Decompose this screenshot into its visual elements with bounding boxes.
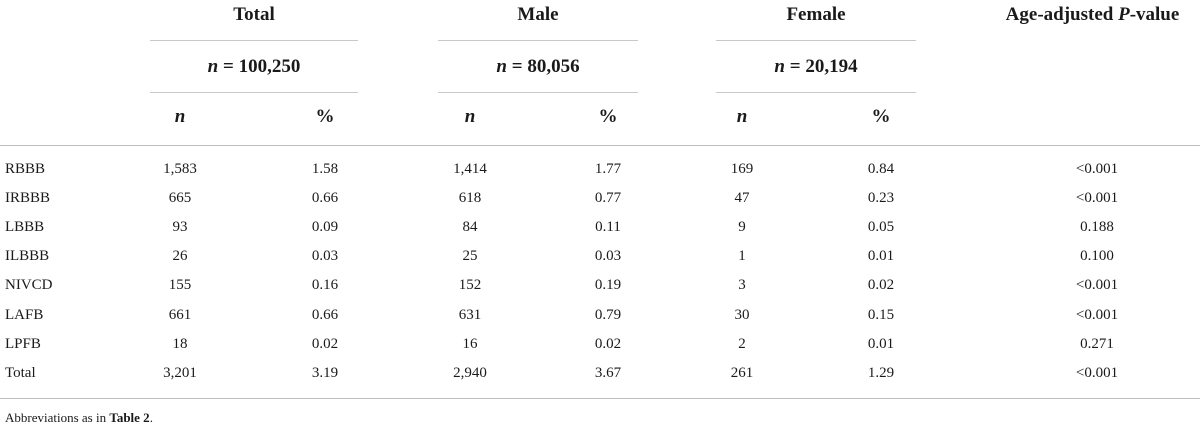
rule-total-mid <box>150 92 358 93</box>
table-cell: 0.16 <box>311 277 339 294</box>
table-cell: 0.01 <box>867 248 895 265</box>
table-cell: 0.05 <box>867 219 895 236</box>
pvalue-cell: <0.001 <box>1075 161 1119 177</box>
subheader-female-n: n <box>736 106 748 127</box>
row-label: LPFB <box>5 335 41 352</box>
table-cell: 169 <box>730 161 754 177</box>
table-cell: 618 <box>458 190 482 207</box>
table-cell: 0.02 <box>311 335 339 352</box>
table-cell: 18 <box>172 335 188 352</box>
table-cell: 47 <box>734 190 750 207</box>
pvalue-cell: 0.100 <box>1080 248 1114 265</box>
table-cell: 1 <box>738 248 746 265</box>
table-cell: 0.84 <box>867 161 895 177</box>
n-total: n = 100,250 <box>207 56 301 77</box>
table-cell: 0.66 <box>311 190 339 207</box>
table-cell: 665 <box>168 190 192 207</box>
pvalue-cell: <0.001 <box>1075 306 1119 323</box>
header-female: Female <box>786 4 846 25</box>
table-cell: 9 <box>738 219 746 236</box>
row-label: ILBBB <box>5 248 50 265</box>
subheader-total-n: n <box>174 106 186 127</box>
pvalue-cell: 0.271 <box>1080 335 1114 352</box>
table-cell: 25 <box>462 248 478 265</box>
n-female: n = 20,194 <box>774 56 858 77</box>
pvalue-cell: <0.001 <box>1075 190 1119 207</box>
n-male: n = 80,056 <box>496 56 580 77</box>
rule-female-mid <box>716 92 916 93</box>
table-cell: 2,940 <box>453 364 487 381</box>
header-male: Male <box>517 4 559 25</box>
footnote: Abbreviations as in Table 2. <box>5 410 153 425</box>
table-header-rule <box>0 145 1200 146</box>
table-cell: 1,414 <box>453 161 487 177</box>
table-cell: 30 <box>734 306 750 323</box>
table-cell: 1,583 <box>163 161 197 177</box>
subheader-total-pct: % <box>315 106 335 127</box>
row-label: LBBB <box>5 219 45 236</box>
table-cell: 3.67 <box>594 364 622 381</box>
row-label: RBBB <box>5 161 46 177</box>
table-bottom-rule <box>0 398 1200 399</box>
row-label: Total <box>5 364 36 381</box>
table-cell: 0.15 <box>867 306 895 323</box>
row-label: NIVCD <box>5 277 53 294</box>
table-cell: 16 <box>462 335 478 352</box>
table-cell: 0.09 <box>311 219 339 236</box>
table-cell: 1.77 <box>594 161 622 177</box>
header-pvalue: Age-adjusted P-value <box>1005 4 1180 25</box>
table-cell: 0.19 <box>594 277 622 294</box>
subheader-male-pct: % <box>598 106 618 127</box>
table-cell: 0.23 <box>867 190 895 207</box>
pvalue-cell: <0.001 <box>1075 364 1119 381</box>
rule-male-mid <box>438 92 638 93</box>
table-cell: 0.03 <box>594 248 622 265</box>
table-cell: 0.02 <box>867 277 895 294</box>
table-cell: 155 <box>168 277 192 294</box>
table-cell: 0.03 <box>311 248 339 265</box>
table-cell: 1.29 <box>867 364 895 381</box>
table-cell: 3,201 <box>163 364 197 381</box>
table-cell: 1.58 <box>311 161 339 177</box>
table-cell: 0.66 <box>311 306 339 323</box>
row-label: IRBBB <box>5 190 51 207</box>
table-cell: 3 <box>738 277 746 294</box>
table-cell: 0.02 <box>594 335 622 352</box>
rule-male-top <box>438 40 638 41</box>
table-cell: 631 <box>458 306 482 323</box>
table-cell: 0.77 <box>594 190 622 207</box>
table-cell: 661 <box>168 306 192 323</box>
rule-total-top <box>150 40 358 41</box>
pvalue-cell: 0.188 <box>1080 219 1114 236</box>
table-cell: 261 <box>730 364 754 381</box>
table-cell: 84 <box>462 219 478 236</box>
table-cell: 0.79 <box>594 306 622 323</box>
header-total: Total <box>233 4 275 25</box>
table-cell: 0.01 <box>867 335 895 352</box>
subheader-female-pct: % <box>871 106 891 127</box>
table-cell: 152 <box>458 277 482 294</box>
table-cell: 3.19 <box>311 364 339 381</box>
pvalue-cell: <0.001 <box>1075 277 1119 294</box>
table-cell: 93 <box>172 219 188 236</box>
table-cell: 0.11 <box>595 219 621 236</box>
row-label: LAFB <box>5 306 44 323</box>
subheader-male-n: n <box>464 106 476 127</box>
table-cell: 26 <box>172 248 188 265</box>
rule-female-top <box>716 40 916 41</box>
table-cell: 2 <box>738 335 746 352</box>
